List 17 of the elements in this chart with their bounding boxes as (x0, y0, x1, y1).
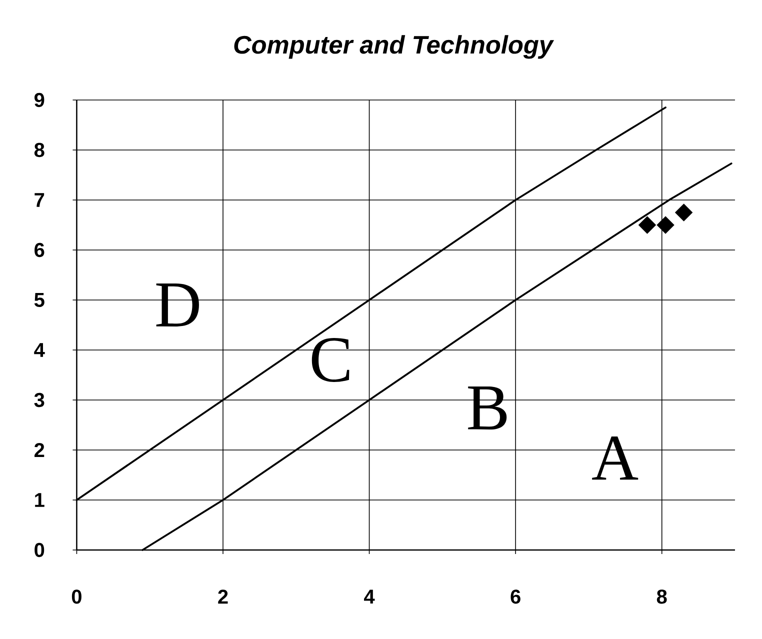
y-tick-label: 2 (34, 443, 44, 457)
y-tick-label: 3 (34, 392, 44, 408)
y-tick-label: 1 (35, 493, 44, 507)
x-tick-label: 8 (656, 590, 667, 604)
y-tick-label: 9 (34, 92, 44, 108)
annotation: C (312, 338, 350, 382)
x-tick-label: 2 (218, 590, 228, 604)
chart-title: Computer and Technology (234, 35, 554, 59)
x-tick-label: 0 (72, 590, 82, 604)
y-tick-label: 8 (34, 142, 44, 158)
y-tick-label: 6 (34, 242, 44, 258)
y-tick-label: 5 (34, 293, 44, 307)
x-tick-label: 6 (510, 590, 520, 604)
y-tick-label: 7 (34, 193, 44, 207)
y-tick-label: 0 (34, 542, 44, 558)
y-tick-label: 4 (34, 343, 45, 357)
x-tick-label: 4 (364, 590, 375, 604)
